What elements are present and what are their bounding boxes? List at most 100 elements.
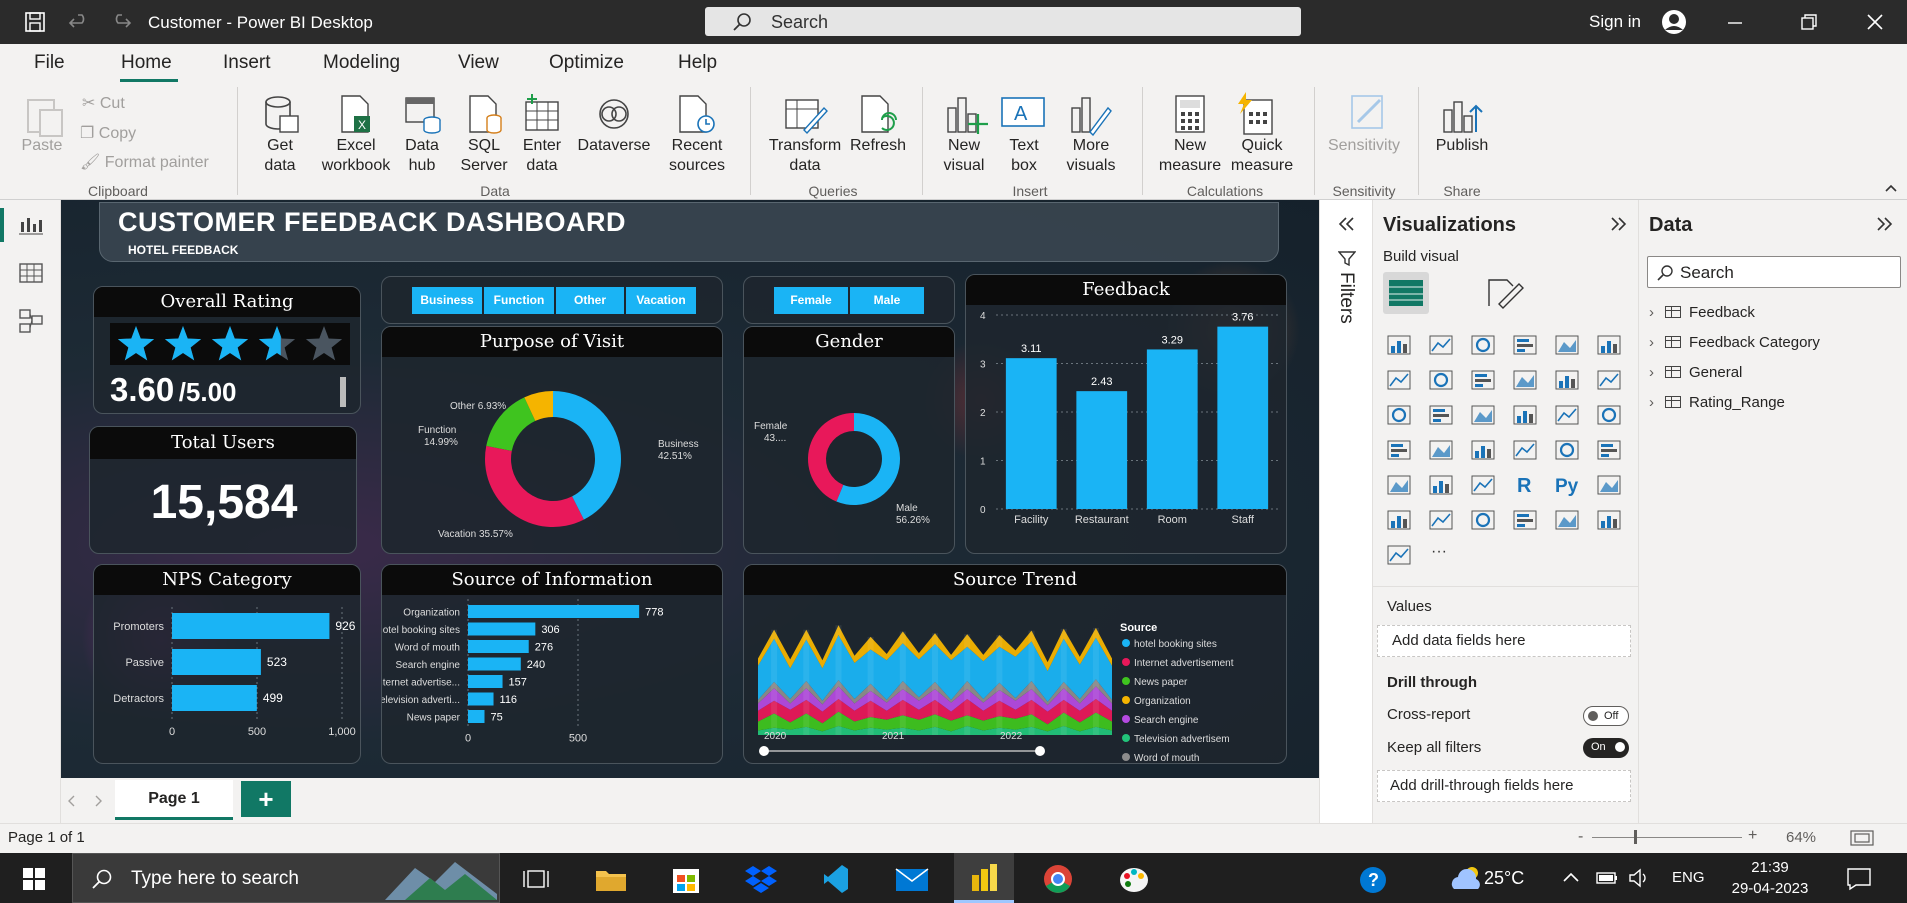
add-data-fields-well[interactable]: Add data fields here bbox=[1377, 625, 1631, 657]
minimize-icon[interactable] bbox=[1726, 14, 1744, 32]
taskbar-search-box[interactable]: Type here to search bbox=[72, 853, 500, 903]
collapse-visualizations-icon[interactable] bbox=[1609, 216, 1629, 232]
keep-filters-toggle[interactable]: On bbox=[1583, 738, 1629, 758]
menu-optimize[interactable]: Optimize bbox=[549, 52, 624, 73]
sensitivity-button[interactable]: Sensitivity bbox=[1327, 137, 1401, 154]
slicer-business[interactable]: Business bbox=[412, 287, 482, 314]
collapse-filters-icon[interactable] bbox=[1336, 216, 1356, 232]
filters-pane[interactable]: Filters bbox=[1319, 200, 1372, 823]
menu-home[interactable]: Home bbox=[121, 52, 172, 73]
help-icon[interactable]: ? bbox=[1358, 865, 1388, 895]
recent-sources-button[interactable]: Recent sources bbox=[668, 137, 726, 174]
slicer-male[interactable]: Male bbox=[850, 287, 924, 314]
redo-icon[interactable] bbox=[110, 11, 132, 33]
source-trend-card[interactable]: Source Trend 2020 2021 2022 Source hotel boo… bbox=[743, 564, 1287, 764]
collapse-data-icon[interactable] bbox=[1875, 216, 1895, 232]
publish-button[interactable]: Publish bbox=[1435, 137, 1489, 154]
table-item-general[interactable]: › General bbox=[1649, 364, 1742, 388]
zoom-slider[interactable] bbox=[1592, 837, 1742, 838]
restore-icon[interactable] bbox=[1800, 13, 1818, 31]
excel-workbook-button[interactable]: Excel workbook bbox=[321, 137, 391, 174]
format-painter-button[interactable]: 🖌 Format painter bbox=[80, 153, 209, 173]
table-view-icon[interactable] bbox=[18, 262, 44, 284]
next-page-icon[interactable] bbox=[91, 794, 105, 808]
undo-icon[interactable] bbox=[68, 11, 90, 33]
add-page-button[interactable]: + bbox=[241, 781, 291, 817]
clock[interactable]: 21:39 29-04-2023 bbox=[1722, 857, 1818, 899]
tray-chevron-icon[interactable] bbox=[1562, 871, 1580, 885]
slicer-vacation[interactable]: Vacation bbox=[626, 287, 696, 314]
menu-modeling[interactable]: Modeling bbox=[323, 52, 401, 73]
quick-measure-button[interactable]: Quick measure bbox=[1230, 137, 1294, 174]
cut-button[interactable]: ✂ Cut bbox=[82, 94, 125, 114]
slicer-function[interactable]: Function bbox=[484, 287, 554, 314]
table-item-feedback[interactable]: › Feedback bbox=[1649, 304, 1755, 328]
new-visual-button[interactable]: New visual bbox=[943, 137, 985, 174]
language-indicator[interactable]: ENG bbox=[1672, 869, 1705, 886]
fit-to-page-icon[interactable] bbox=[1850, 830, 1874, 846]
sign-in-link[interactable]: Sign in bbox=[1589, 12, 1641, 31]
volume-icon[interactable] bbox=[1628, 867, 1652, 889]
menu-insert[interactable]: Insert bbox=[223, 52, 271, 73]
feedback-card[interactable]: Feedback 0 1 2 3 4 3.11 Facility 2.43 Restaurant… bbox=[965, 274, 1287, 554]
model-view-icon[interactable] bbox=[18, 308, 44, 334]
overall-rating-card[interactable]: Overall Rating 3.60 /5.00 bbox=[93, 286, 361, 414]
text-box-button[interactable]: Text box bbox=[1009, 137, 1039, 174]
windows-start-icon[interactable] bbox=[22, 867, 46, 891]
data-search-box[interactable]: Search bbox=[1647, 256, 1901, 288]
get-data-button[interactable]: Get data bbox=[264, 137, 296, 174]
gender-card[interactable]: Gender Male 56.26% Female 43.... bbox=[743, 326, 955, 554]
close-icon[interactable] bbox=[1866, 13, 1884, 31]
avatar-icon[interactable] bbox=[1660, 8, 1688, 36]
more-visuals-button[interactable]: More visuals bbox=[1066, 137, 1116, 174]
zoom-slider-thumb[interactable] bbox=[1634, 830, 1637, 844]
menu-help[interactable]: Help bbox=[678, 52, 718, 73]
notifications-icon[interactable] bbox=[1846, 867, 1872, 891]
battery-icon[interactable] bbox=[1594, 869, 1620, 887]
zoom-out-button[interactable]: - bbox=[1578, 828, 1584, 845]
slicer-other[interactable]: Other bbox=[556, 287, 624, 314]
mail-icon[interactable] bbox=[894, 865, 930, 893]
enter-data-button[interactable]: Enter data bbox=[522, 137, 562, 174]
source-info-card[interactable]: Source of Information 0 500 Organization 77… bbox=[381, 564, 723, 764]
file-explorer-icon[interactable] bbox=[594, 865, 628, 893]
sql-server-button[interactable]: SQL Server bbox=[460, 137, 508, 174]
copy-button[interactable]: ❐ Copy bbox=[80, 124, 136, 144]
nps-card[interactable]: NPS Category 0 500 1,000 Promoters 926 Passiv… bbox=[93, 564, 361, 764]
data-hub-button[interactable]: Data hub bbox=[405, 137, 439, 174]
report-view-icon[interactable] bbox=[18, 214, 44, 236]
visual-type-gallery[interactable]: R Py ··· bbox=[1373, 324, 1639, 684]
powerbi-taskbar-button[interactable] bbox=[954, 853, 1014, 903]
purpose-of-visit-card[interactable]: Purpose of Visit Business 42.51% Vacation … bbox=[381, 326, 723, 554]
table-item-rating-range[interactable]: › Rating_Range bbox=[1649, 394, 1785, 418]
menu-view[interactable]: View bbox=[458, 52, 499, 73]
slicer-female[interactable]: Female bbox=[774, 287, 848, 314]
add-drillthrough-well[interactable]: Add drill-through fields here bbox=[1377, 770, 1631, 802]
task-view-icon[interactable] bbox=[522, 867, 550, 891]
prev-page-icon[interactable] bbox=[65, 794, 79, 808]
purpose-slicer[interactable]: Business Function Other Vacation bbox=[381, 276, 723, 324]
new-measure-button[interactable]: New measure bbox=[1158, 137, 1222, 174]
paint-icon[interactable] bbox=[1118, 863, 1150, 895]
collapse-ribbon-icon[interactable] bbox=[1884, 182, 1898, 194]
title-search-box[interactable]: Search bbox=[705, 7, 1301, 36]
store-icon[interactable] bbox=[670, 863, 702, 895]
format-visual-icon[interactable] bbox=[1485, 276, 1525, 310]
refresh-button[interactable]: Refresh bbox=[849, 137, 907, 154]
visual-studio-icon[interactable] bbox=[822, 863, 850, 895]
filters-label[interactable]: Filters bbox=[1336, 272, 1357, 324]
chrome-icon[interactable] bbox=[1042, 863, 1074, 895]
save-icon[interactable] bbox=[24, 11, 46, 33]
table-item-feedback-category[interactable]: › Feedback Category bbox=[1649, 334, 1820, 358]
gender-slicer[interactable]: Female Male bbox=[743, 276, 955, 324]
build-visual-tab[interactable] bbox=[1383, 272, 1429, 314]
menu-file[interactable]: File bbox=[34, 52, 65, 73]
transform-data-button[interactable]: Transform data bbox=[768, 137, 842, 174]
zoom-in-button[interactable]: + bbox=[1748, 827, 1758, 844]
report-canvas[interactable]: CUSTOMER FEEDBACK DASHBOARD HOTEL FEEDBA… bbox=[61, 200, 1319, 778]
page-tab-1[interactable]: Page 1 bbox=[115, 780, 233, 820]
dropbox-icon[interactable] bbox=[744, 863, 778, 895]
dataverse-button[interactable]: Dataverse bbox=[577, 137, 651, 154]
paste-button[interactable]: Paste bbox=[21, 137, 63, 154]
total-users-card[interactable]: Total Users 15,584 bbox=[89, 426, 357, 554]
